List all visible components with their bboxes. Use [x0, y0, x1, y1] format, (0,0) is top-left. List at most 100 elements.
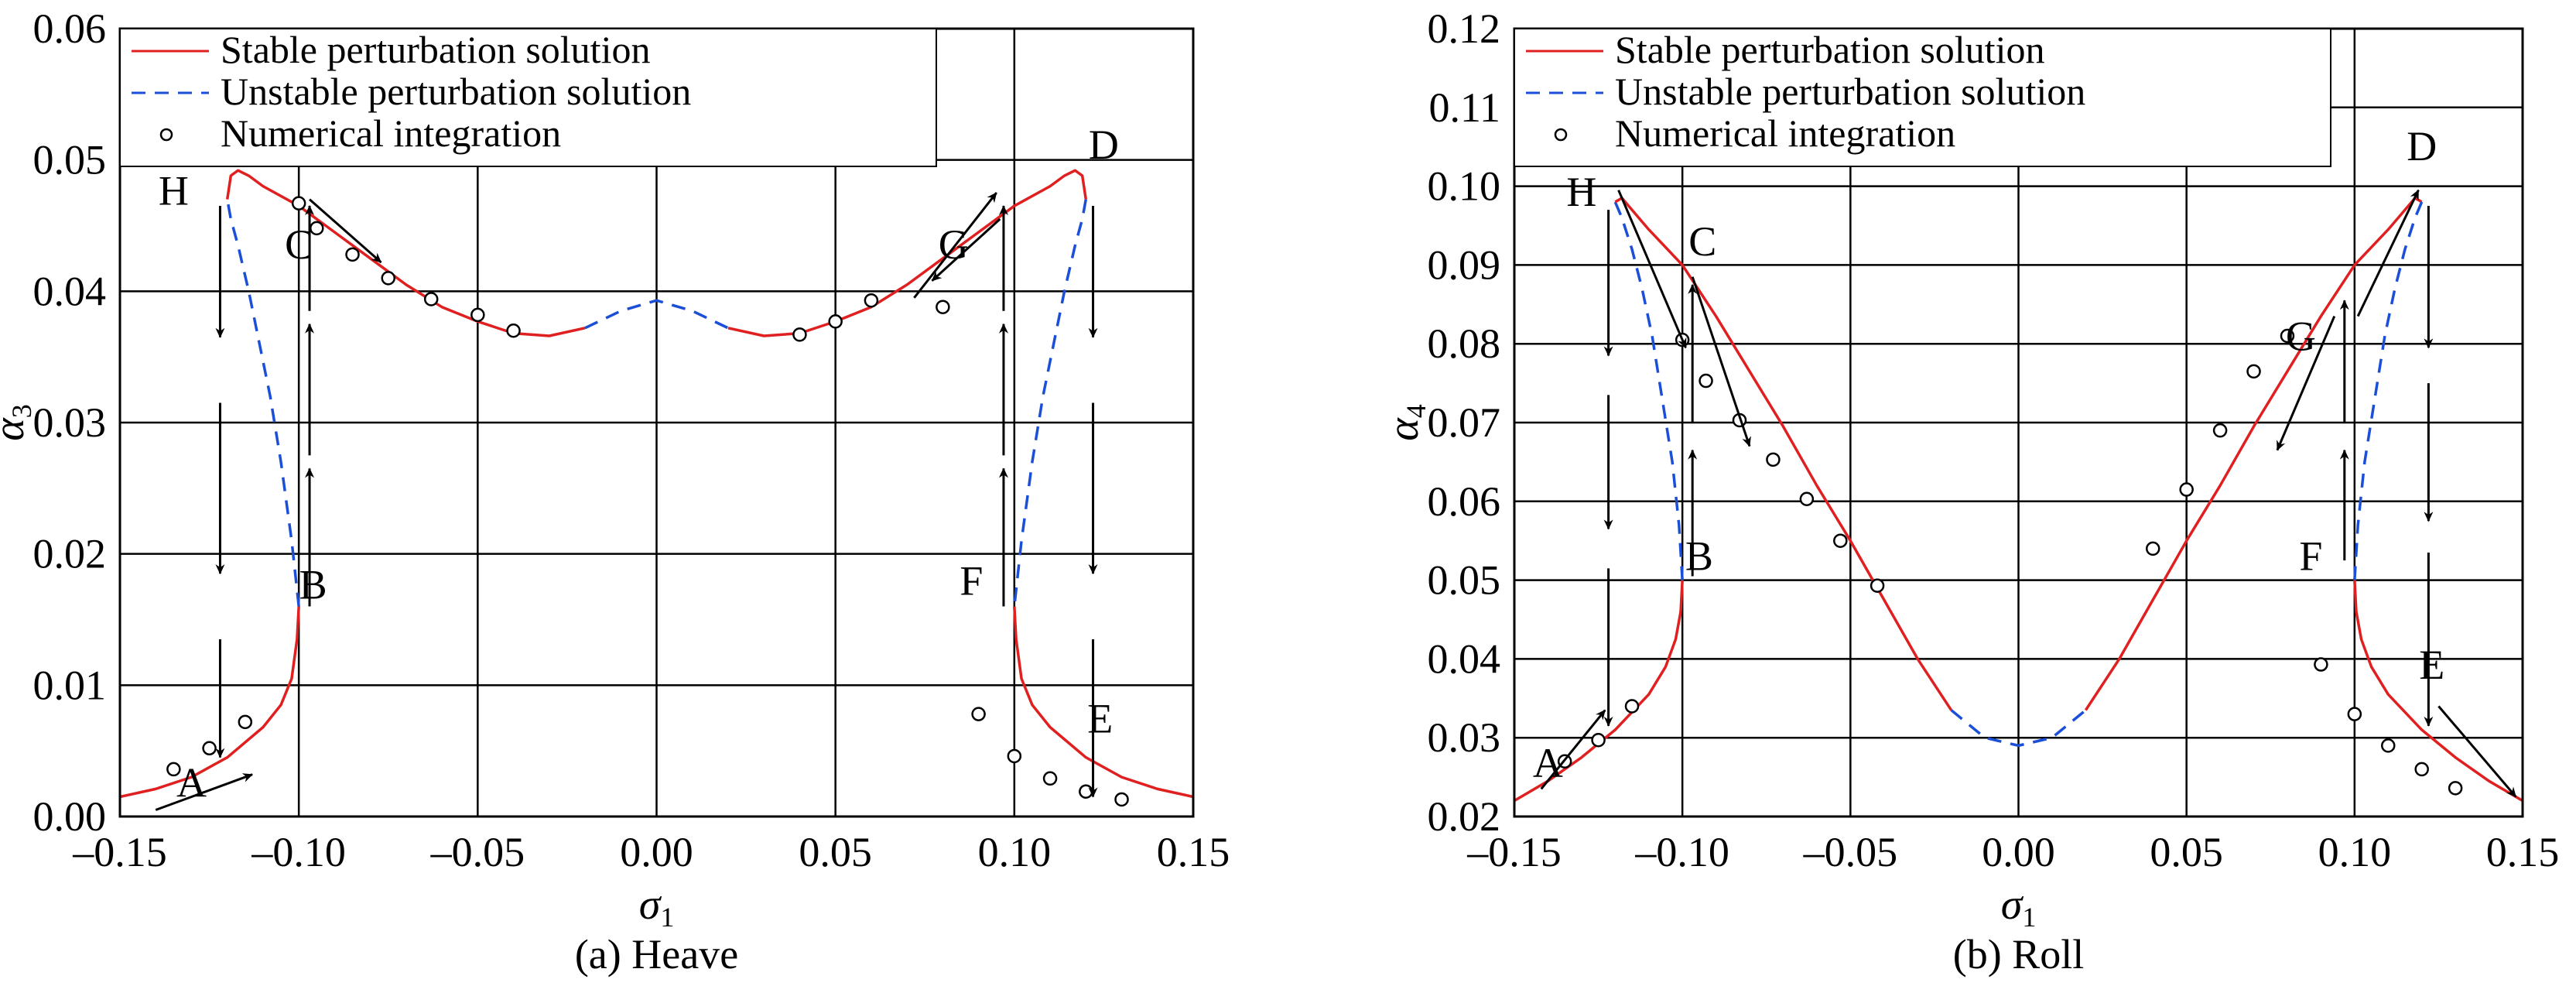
- numerical-point: [1624, 699, 1640, 714]
- legend-points-label: Numerical integration: [1615, 111, 1955, 155]
- numerical-point: [506, 323, 521, 338]
- point-label-f: F: [2299, 532, 2322, 579]
- numerical-point: [2145, 541, 2160, 556]
- unstable-solution-line: [1013, 199, 1088, 607]
- y-tick-label: 0.05: [33, 137, 107, 183]
- numerical-point: [238, 714, 253, 730]
- x-tick-label: 0.15: [1157, 829, 1230, 875]
- numerical-point: [2448, 781, 2463, 796]
- y-tick-label: 0.06: [33, 5, 107, 52]
- numerical-point: [470, 307, 485, 323]
- stable-solution-line: [1013, 606, 1194, 799]
- x-tick-label: 0.15: [2486, 829, 2560, 875]
- numerical-point: [2212, 423, 2228, 438]
- point-label-g: G: [2286, 313, 2316, 359]
- numerical-point: [381, 271, 395, 286]
- point-labels: A B C D E F G H: [1533, 123, 2444, 786]
- numerical-point: [2314, 657, 2328, 672]
- y-tick-label: 0.02: [1428, 793, 1501, 840]
- numerical-point: [1591, 733, 1606, 748]
- point-label-g: G: [939, 221, 969, 268]
- numerical-point: [1766, 452, 1781, 467]
- x-tick-label: 0.00: [1982, 829, 2055, 875]
- y-tick-label: 0.09: [1428, 241, 1501, 288]
- legend: Stable perturbation solution Unstable pe…: [1514, 28, 2331, 167]
- x-tick-label: –0.10: [251, 829, 346, 875]
- numerical-point: [971, 707, 986, 721]
- numerical-point: [1833, 533, 1848, 548]
- x-tick-label: –0.15: [1466, 829, 1562, 875]
- x-axis-label: σ1: [639, 881, 675, 933]
- tick-labels: –0.15 –0.10 –0.05 0.00 0.05 0.10 0.15 0.02 0.03 0…: [1428, 5, 2560, 875]
- y-axis-label: α4: [1380, 404, 1432, 440]
- point-label-d: D: [1089, 122, 1119, 168]
- legend-box: [119, 28, 937, 167]
- stable-solution-line: [119, 606, 300, 799]
- unstable-solution-line: [1613, 201, 1684, 580]
- jump-arrow: [155, 773, 254, 811]
- numerical-point: [792, 327, 807, 342]
- stable-solution-line: [1614, 197, 1953, 711]
- unstable-solution-line: [2353, 201, 2424, 580]
- numerical-point: [2381, 738, 2396, 753]
- numerical-point: [345, 247, 360, 262]
- stable-solution-line: [2353, 580, 2523, 803]
- stable-solution-line: [727, 169, 1088, 337]
- numerical-point: [936, 300, 950, 314]
- point-label-b: B: [299, 561, 327, 608]
- point-label-a: A: [1533, 740, 1563, 786]
- point-label-e: E: [1087, 695, 1113, 741]
- numerical-points: [1557, 328, 2463, 796]
- y-tick-label: 0.04: [1428, 635, 1501, 682]
- y-tick-label: 0.01: [33, 662, 107, 708]
- numerical-point: [2280, 328, 2295, 344]
- point-label-e: E: [2419, 642, 2444, 688]
- y-tick-label: 0.05: [1428, 557, 1501, 604]
- unstable-solution-line: [1950, 709, 2087, 748]
- x-tick-label: 0.05: [799, 829, 872, 875]
- numerical-point: [202, 741, 217, 756]
- y-tick-label: 0.08: [1428, 320, 1501, 367]
- stable-solution-line: [225, 169, 586, 337]
- point-label-c: C: [285, 221, 313, 268]
- jump-arrow: [2356, 189, 2420, 317]
- stable-solution-line: [1514, 580, 1684, 803]
- numerical-point: [1007, 748, 1022, 764]
- x-tick-label: 0.05: [2150, 829, 2223, 875]
- y-tick-label: 0.03: [1428, 714, 1501, 761]
- point-label-a: A: [176, 760, 207, 806]
- numerical-point: [1114, 792, 1129, 807]
- y-tick-label: 0.04: [33, 268, 107, 314]
- numerical-point: [1042, 771, 1058, 786]
- numerical-point: [2246, 364, 2261, 379]
- y-axis-label: α3: [0, 404, 37, 440]
- point-label-f: F: [960, 557, 983, 604]
- panel-caption: (a) Heave: [575, 931, 738, 977]
- jump-arrow: [2437, 705, 2517, 798]
- legend-box: [1514, 28, 2331, 167]
- panel-caption: (b) Roll: [1953, 931, 2085, 977]
- point-labels: A B C D E F G H: [159, 122, 1119, 806]
- tick-labels: –0.15 –0.10 –0.05 0.00 0.05 0.10 0.15 0.00 0.01 0…: [33, 5, 1230, 875]
- point-label-d: D: [2407, 123, 2437, 169]
- numerical-point: [2347, 707, 2362, 721]
- y-tick-label: 0.03: [33, 399, 107, 446]
- numerical-point: [828, 314, 843, 329]
- legend-stable-label: Stable perturbation solution: [221, 28, 650, 71]
- series-layer: [1514, 197, 2523, 803]
- numerical-point: [864, 293, 879, 308]
- point-label-c: C: [1688, 218, 1716, 265]
- point-label-h: H: [159, 167, 189, 214]
- numerical-point: [1870, 578, 1885, 593]
- legend: Stable perturbation solution Unstable pe…: [119, 28, 937, 167]
- jump-arrows: [155, 192, 1098, 811]
- jump-arrow: [931, 217, 1001, 282]
- x-axis-label: σ1: [2001, 881, 2037, 933]
- jump-arrow: [1691, 276, 1751, 447]
- legend-points-label: Numerical integration: [221, 111, 561, 155]
- heave-panel: A B C D E F G H –0.15 –0.10 –0.05 0.00 0.05 0.10 0.15…: [0, 5, 1230, 977]
- roll-panel: A B C D E F G H –0.15 –0.10 –0.05 0.00 0.05 0.10 0.15…: [1380, 5, 2559, 977]
- y-tick-label: 0.10: [1428, 163, 1501, 210]
- jump-arrow: [913, 192, 997, 299]
